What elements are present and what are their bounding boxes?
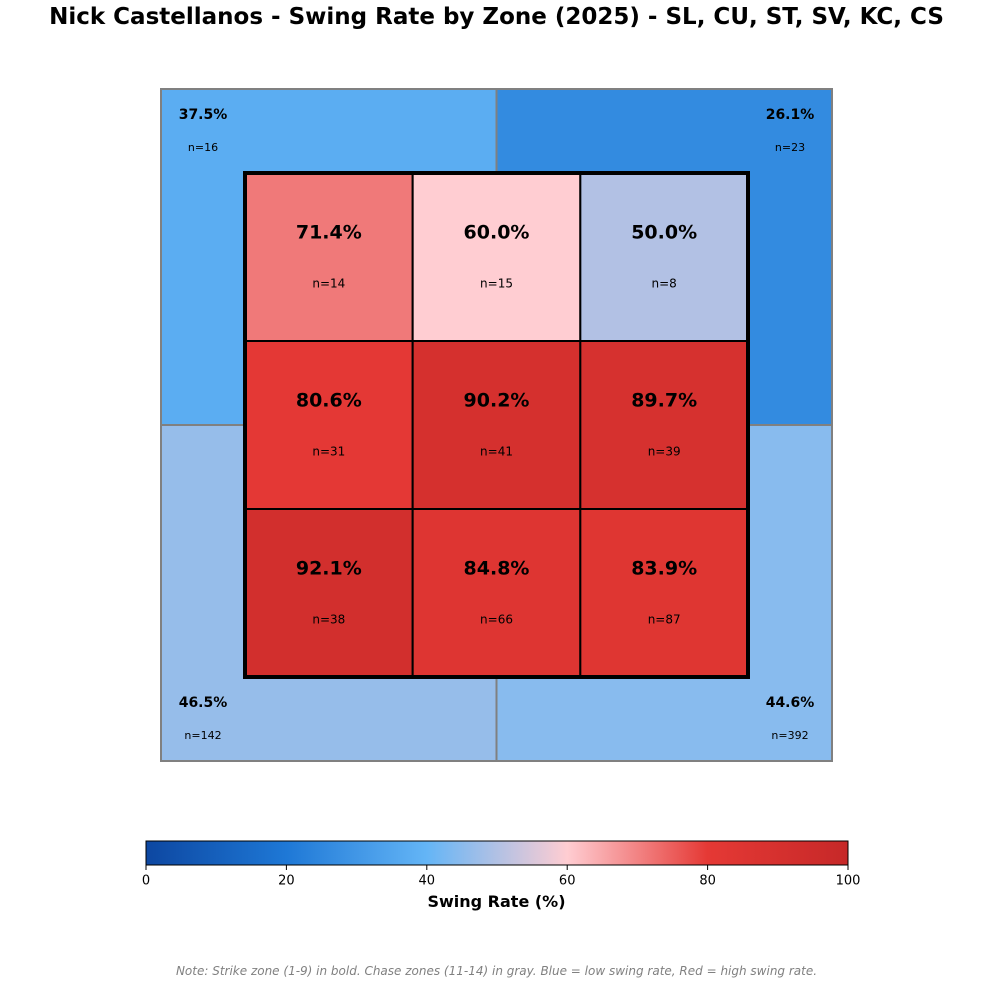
colorbar-label: Swing Rate (%)	[427, 892, 566, 911]
footnote: Note: Strike zone (1-9) in bold. Chase z…	[175, 964, 818, 978]
strike-zone-7	[244, 508, 414, 678]
strike-zone-5-count: n=41	[480, 445, 513, 459]
strike-zone-4	[244, 340, 414, 510]
colorbar-tick-label: 40	[419, 874, 436, 889]
strike-zone-6-count: n=39	[648, 445, 681, 459]
strike-zone-6	[579, 340, 749, 510]
chase-zone-14-count: n=392	[771, 729, 808, 742]
chart-title: Nick Castellanos - Swing Rate by Zone (2…	[49, 4, 944, 30]
strike-zone-8	[411, 508, 582, 678]
chase-zone-11-rate: 37.5%	[179, 107, 228, 123]
strike-zone-5-rate: 90.2%	[464, 390, 530, 412]
strike-zone-7-rate: 92.1%	[296, 558, 362, 580]
colorbar-tick-label: 20	[278, 874, 295, 889]
strike-zone-3	[579, 172, 749, 342]
strike-zone-8-rate: 84.8%	[464, 558, 530, 580]
chase-zone-11-count: n=16	[188, 141, 218, 154]
chase-zone-13-count: n=142	[184, 729, 221, 742]
strike-zone-4-count: n=31	[312, 445, 345, 459]
strike-zone-3-count: n=8	[652, 277, 677, 291]
chase-zone-14-rate: 44.6%	[766, 695, 815, 711]
strike-zone-4-rate: 80.6%	[296, 390, 362, 412]
colorbar: 0 20 40 60 80 100	[142, 840, 861, 889]
chase-zone-12-rate: 26.1%	[766, 107, 815, 123]
strike-zone-1	[244, 172, 414, 342]
strike-zone: 71.4% n=14 60.0% n=15 50.0% n=8 80.6% n=31 90.2%…	[243, 171, 750, 679]
chase-zone-13-rate: 46.5%	[179, 695, 228, 711]
strike-zone-3-rate: 50.0%	[631, 222, 697, 244]
colorbar-tick-label: 100	[836, 874, 861, 889]
colorbar-gradient	[145, 840, 849, 866]
strike-zone-9-count: n=87	[648, 613, 681, 627]
colorbar-tick-label: 80	[699, 874, 716, 889]
strike-zone-2-count: n=15	[480, 277, 513, 291]
colorbar-tick-label: 0	[142, 874, 150, 889]
colorbar-tick-label: 60	[559, 874, 576, 889]
strike-zone-9	[579, 508, 749, 678]
strike-zone-9-rate: 83.9%	[631, 558, 697, 580]
strike-zone-1-rate: 71.4%	[296, 222, 362, 244]
strike-zone-border	[243, 171, 750, 679]
strike-zone-2	[411, 172, 582, 342]
strike-zone-7-count: n=38	[312, 613, 345, 627]
strike-zone-8-count: n=66	[480, 613, 513, 627]
strike-zone-5	[411, 340, 582, 510]
strike-zone-1-count: n=14	[312, 277, 345, 291]
strike-zone-2-rate: 60.0%	[464, 222, 530, 244]
strike-zone-6-rate: 89.7%	[631, 390, 697, 412]
chase-zone-12-count: n=23	[775, 141, 805, 154]
